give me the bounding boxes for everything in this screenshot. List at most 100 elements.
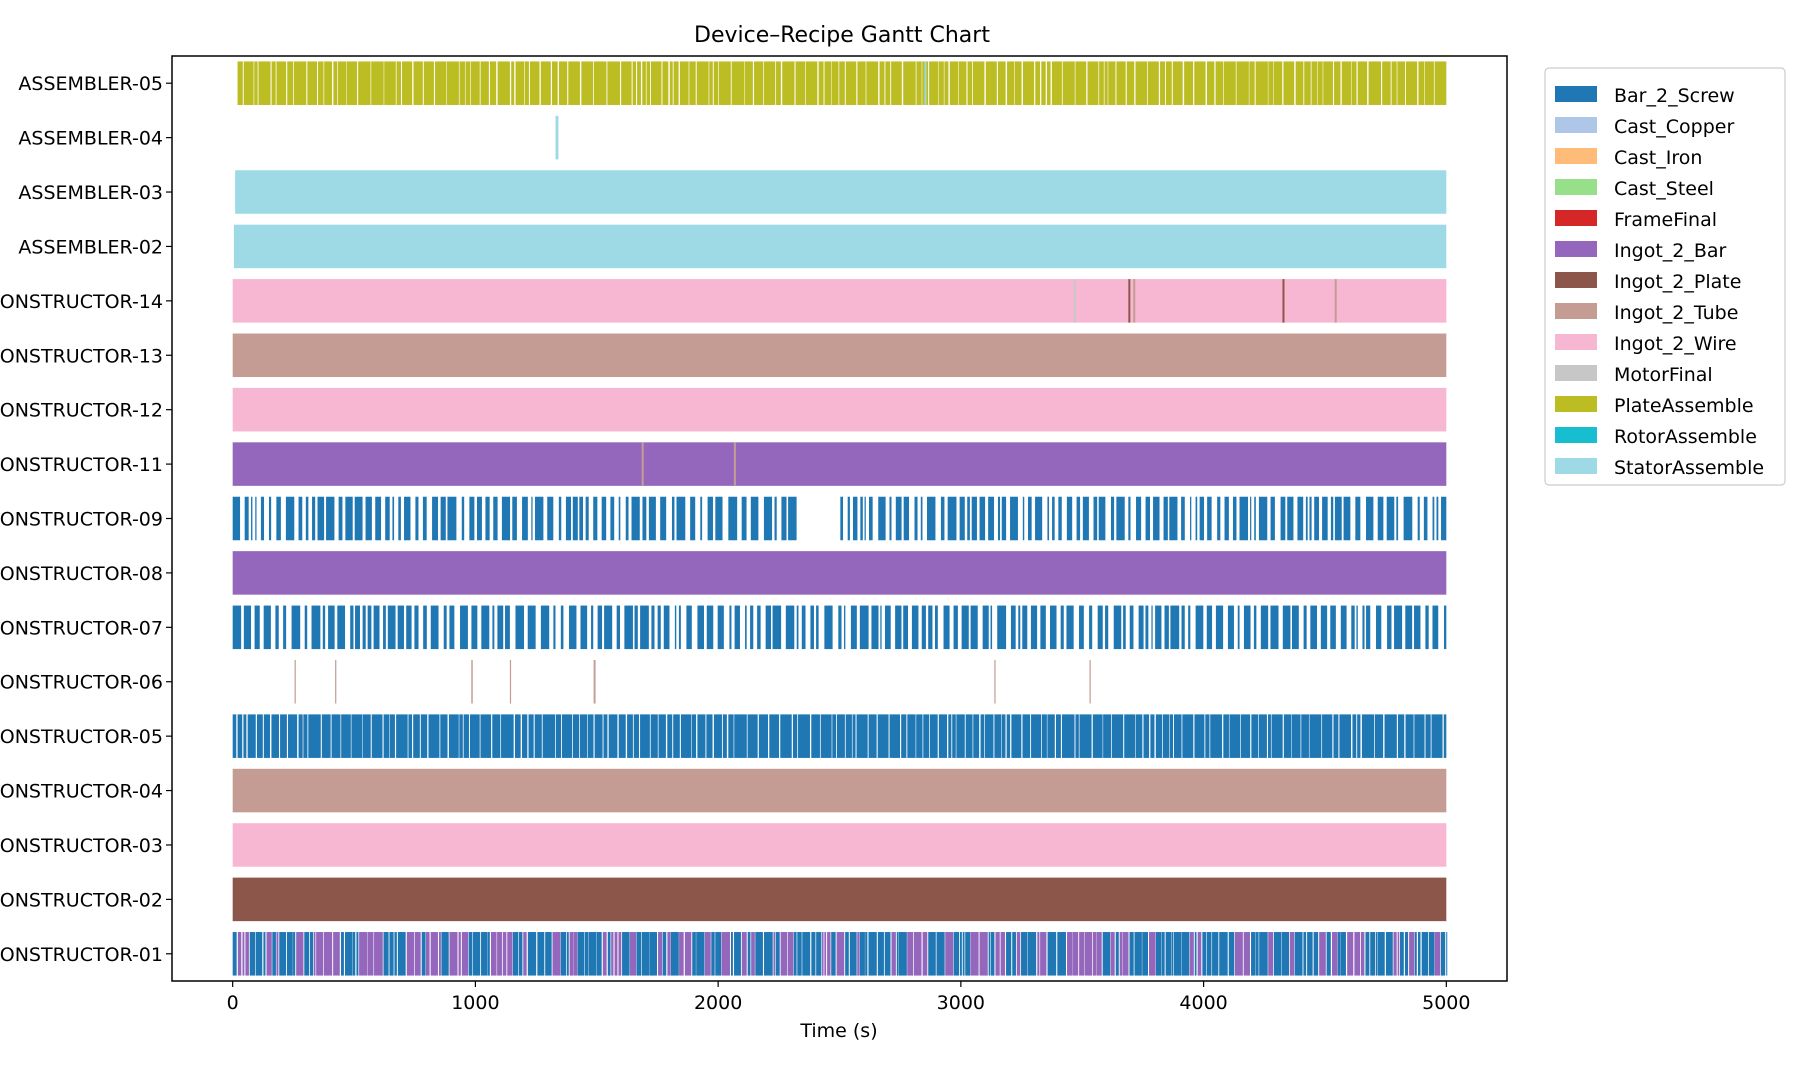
- gantt-bar: [636, 932, 641, 976]
- gantt-bar: [1400, 932, 1404, 976]
- gantt-bar: [1190, 497, 1191, 541]
- gantt-bar: [857, 714, 868, 758]
- gantt-bar: [407, 932, 414, 976]
- gantt-bar: [1356, 606, 1357, 650]
- gantt-bar: [939, 714, 947, 758]
- gantt-bar: [802, 932, 810, 976]
- gantt-bar: [1190, 932, 1194, 976]
- gantt-bar: [1142, 932, 1148, 976]
- gantt-bar: [773, 606, 782, 650]
- gantt-bar: [396, 714, 408, 758]
- gantt-bar: [1259, 497, 1267, 541]
- gantt-bar: [286, 497, 294, 541]
- gantt-bar: [745, 61, 753, 105]
- gantt-bar: [1002, 497, 1006, 541]
- gantt-bar: [608, 932, 611, 976]
- gantt-bar: [562, 714, 572, 758]
- gantt-bar: [647, 61, 650, 105]
- legend-swatch: [1555, 458, 1597, 474]
- gantt-bar: [515, 606, 524, 650]
- gantt-bar: [397, 61, 401, 105]
- gantt-bar: [734, 714, 747, 758]
- gantt-bar: [1432, 714, 1443, 758]
- gantt-row: [233, 442, 1447, 486]
- gantt-bar: [700, 497, 702, 541]
- gantt-bar: [485, 497, 489, 541]
- gantt-bar: [312, 497, 315, 541]
- gantt-bar: [316, 932, 323, 976]
- gantt-bar: [1194, 714, 1204, 758]
- gantt-bar: [1105, 606, 1108, 650]
- gantt-bar: [385, 497, 389, 541]
- gantt-bar: [1290, 932, 1294, 976]
- gantt-bar: [1312, 61, 1318, 105]
- gantt-bar: [355, 497, 363, 541]
- gantt-bar: [238, 61, 243, 105]
- gantt-bar: [1347, 932, 1353, 976]
- gantt-bar: [439, 932, 441, 976]
- gantt-bar: [1145, 606, 1148, 650]
- gantt-bar: [444, 606, 447, 650]
- gantt-bar: [363, 714, 371, 758]
- gantt-bar: [991, 932, 995, 976]
- gantt-bar: [617, 606, 620, 650]
- gantt-bar: [1405, 606, 1412, 650]
- gantt-bar: [233, 878, 1447, 922]
- gantt-bar: [1052, 497, 1055, 541]
- legend-entry: Ingot_2_Wire: [1614, 333, 1737, 355]
- gantt-bar: [529, 714, 534, 758]
- gantt-bar: [1023, 61, 1034, 105]
- gantt-bar: [729, 606, 731, 650]
- gantt-bar: [1172, 932, 1174, 976]
- gantt-bar: [280, 714, 287, 758]
- gantt-bar: [673, 714, 680, 758]
- gantt-bar: [824, 606, 832, 650]
- gantt-bar: [748, 714, 758, 758]
- gantt-bar: [1362, 714, 1374, 758]
- gantt-bar: [513, 932, 518, 976]
- gantt-bar: [742, 932, 747, 976]
- gantt-bar: [630, 932, 636, 976]
- gantt-bar: [966, 714, 973, 758]
- gantt-bar: [968, 61, 973, 105]
- gantt-bar: [269, 497, 271, 541]
- gantt-bar: [1240, 497, 1249, 541]
- gantt-bar: [1150, 714, 1154, 758]
- gantt-bar: [233, 442, 1447, 486]
- gantt-bar: [1207, 606, 1212, 650]
- gantt-bar: [885, 61, 890, 105]
- gantt-bar: [903, 606, 908, 650]
- gantt-bar: [1077, 497, 1081, 541]
- gantt-bar: [922, 606, 926, 650]
- gantt-bar: [561, 932, 566, 976]
- gantt-bar: [465, 61, 470, 105]
- gantt-bar: [782, 61, 794, 105]
- gantt-bar: [1146, 497, 1150, 541]
- gantt-bar: [1309, 714, 1321, 758]
- gantt-bar: [672, 497, 674, 541]
- gantt-bar: [1165, 606, 1169, 650]
- gantt-bar: [1130, 932, 1134, 976]
- gantt-bar: [312, 606, 321, 650]
- gantt-bar: [895, 606, 901, 650]
- gantt-bar: [1244, 606, 1251, 650]
- gantt-bar: [786, 606, 794, 650]
- gantt-bar: [390, 714, 395, 758]
- gantt-bar: [1344, 497, 1351, 541]
- gantt-bar: [963, 932, 965, 976]
- gantt-bar: [515, 714, 521, 758]
- gantt-bar: [1256, 932, 1259, 976]
- gantt-bar: [530, 61, 540, 105]
- gantt-bar: [907, 932, 913, 976]
- gantt-bar: [667, 932, 670, 976]
- gantt-bar: [709, 61, 713, 105]
- gantt-bar: [626, 497, 629, 541]
- gantt-bar: [1323, 61, 1333, 105]
- gantt-bar: [1327, 932, 1331, 976]
- gantt-bar: [954, 606, 958, 650]
- gantt-bar: [1196, 497, 1198, 541]
- gantt-bar: [745, 606, 747, 650]
- gantt-bar: [832, 714, 836, 758]
- gantt-bar: [1166, 932, 1172, 976]
- gantt-bar: [1112, 714, 1123, 758]
